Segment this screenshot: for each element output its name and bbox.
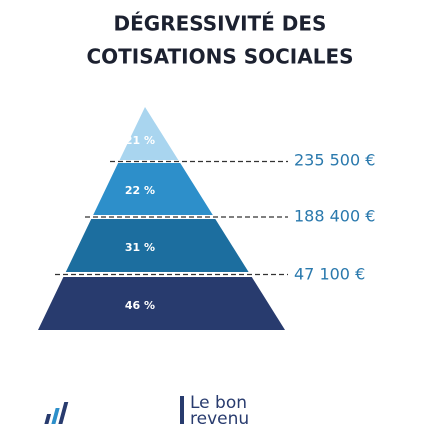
threshold-label: 47 100 € <box>294 265 365 284</box>
pyramid-tier <box>93 163 213 215</box>
pyramid-tier <box>119 107 179 160</box>
title-line: DÉGRESSIVITÉ DES <box>114 12 327 36</box>
logo-icon <box>44 396 184 424</box>
threshold-label: 188 400 € <box>294 207 375 226</box>
title-line: COTISATIONS SOCIALES <box>86 45 353 69</box>
threshold-label: 235 500 € <box>294 151 375 170</box>
tier-rate: 46 % <box>125 299 155 312</box>
logo-text: revenu <box>190 409 249 429</box>
tier-rate: 21 % <box>125 134 155 147</box>
tier-rate: 22 % <box>125 184 155 197</box>
logo-text: Le bon <box>190 393 247 413</box>
pyramid-tier <box>38 277 285 330</box>
pyramid-tier <box>65 219 249 272</box>
tier-rate: 31 % <box>125 241 155 254</box>
